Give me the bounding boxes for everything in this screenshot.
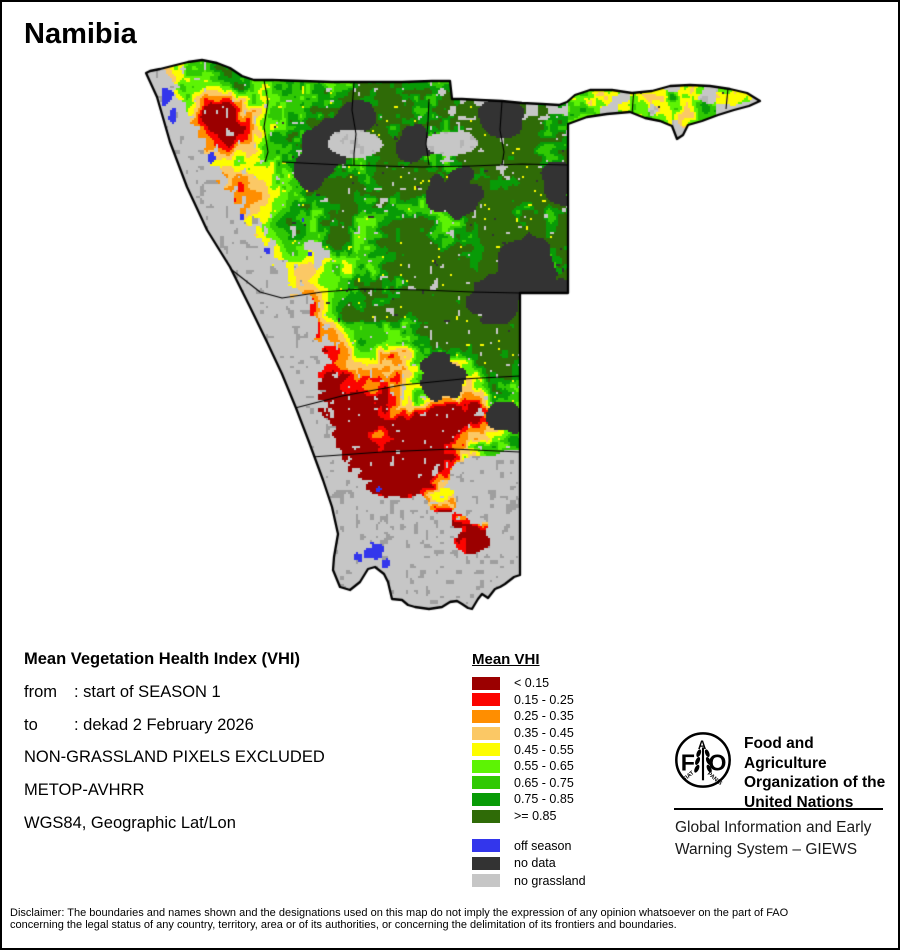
- legend-swatch: [472, 776, 500, 790]
- legend-label: no grassland: [514, 873, 586, 888]
- legend-label: 0.75 - 0.85: [514, 792, 574, 807]
- map-info-block: Mean Vegetation Health Index (VHI) from:…: [24, 650, 325, 847]
- svg-text:F: F: [681, 750, 695, 776]
- info-to-label: to: [24, 715, 38, 734]
- legend-swatch: [472, 676, 500, 690]
- fao-name-line3: United Nations: [744, 793, 854, 811]
- legend-swatch: [472, 809, 500, 823]
- info-to-value: : dekad 2 February 2026: [74, 715, 254, 734]
- legend-swatch: [472, 792, 500, 806]
- legend-row: no data: [472, 855, 586, 872]
- legend-label: no data: [514, 856, 556, 871]
- disclaimer: Disclaimer: The boundaries and names sho…: [10, 907, 898, 932]
- legend-swatch: [472, 726, 500, 740]
- disclaimer-line2: concerning the legal status of any count…: [10, 918, 677, 931]
- legend-row: no grassland: [472, 872, 586, 889]
- legend-label: >= 0.85: [514, 809, 557, 824]
- org-divider: [674, 808, 883, 810]
- legend-swatch: [472, 709, 500, 723]
- legend-label: 0.65 - 0.75: [514, 775, 574, 790]
- legend-class-list: < 0.15 0.15 - 0.25 0.25 - 0.35 0.35 - 0.45 0…: [472, 675, 586, 824]
- legend-swatch: [472, 856, 500, 870]
- info-sensor: METOP-AVHRR: [24, 781, 145, 800]
- legend-swatch: [472, 874, 500, 888]
- legend-row: 0.45 - 0.55: [472, 741, 586, 758]
- legend-row: < 0.15: [472, 675, 586, 692]
- legend-label: 0.15 - 0.25: [514, 692, 574, 707]
- info-to: to : dekad 2 February 2026: [24, 716, 325, 749]
- legend-swatch: [472, 839, 500, 853]
- legend-row: 0.25 - 0.35: [472, 708, 586, 725]
- page-title: Namibia: [24, 18, 137, 50]
- namibia-vhi-map: [134, 48, 778, 664]
- legend-label: < 0.15: [514, 676, 550, 691]
- legend-row: off season: [472, 837, 586, 854]
- info-pixels-note: NON-GRASSLAND PIXELS EXCLUDED: [24, 748, 325, 767]
- legend-label: 0.45 - 0.55: [514, 742, 574, 757]
- legend-label: 0.35 - 0.45: [514, 726, 574, 741]
- fao-name: Food and Agriculture Organization of the…: [744, 734, 898, 812]
- legend-title: Mean VHI: [472, 651, 540, 668]
- info-from: from : start of SEASON 1: [24, 683, 325, 716]
- giews-line2: Warning System – GIEWS: [675, 840, 858, 858]
- legend-row: 0.55 - 0.65: [472, 758, 586, 775]
- svg-text:A: A: [698, 739, 707, 752]
- legend-row: 0.75 - 0.85: [472, 791, 586, 808]
- fao-name-line1: Food and Agriculture: [744, 735, 827, 772]
- info-heading: Mean Vegetation Health Index (VHI): [24, 650, 300, 668]
- legend-label: 0.25 - 0.35: [514, 709, 574, 724]
- legend-swatch: [472, 743, 500, 757]
- vhi-legend: Mean VHI < 0.15 0.15 - 0.25 0.25 - 0.35 0.3…: [472, 651, 586, 889]
- legend-row: 0.15 - 0.25: [472, 692, 586, 709]
- legend-swatch: [472, 693, 500, 707]
- giews-name: Global Information and Early Warning Sys…: [675, 817, 871, 860]
- fao-logo-icon: F O A FIAT PANIS: [675, 732, 731, 788]
- legend-label: 0.55 - 0.65: [514, 759, 574, 774]
- disclaimer-line1: Disclaimer: The boundaries and names sho…: [10, 907, 789, 919]
- info-from-value: : start of SEASON 1: [74, 682, 221, 701]
- legend-row: >= 0.85: [472, 808, 586, 825]
- fao-name-line2: Organization of the: [744, 774, 886, 791]
- info-from-label: from: [24, 682, 57, 701]
- info-projection: WGS84, Geographic Lat/Lon: [24, 813, 236, 832]
- legend-label: off season: [514, 838, 572, 853]
- legend-swatch: [472, 759, 500, 773]
- legend-row: 0.35 - 0.45: [472, 725, 586, 742]
- giews-line1: Global Information and Early: [675, 819, 872, 836]
- legend-extra-list: off season no data no grassland: [472, 837, 586, 889]
- legend-row: 0.65 - 0.75: [472, 775, 586, 792]
- svg-text:O: O: [708, 750, 726, 776]
